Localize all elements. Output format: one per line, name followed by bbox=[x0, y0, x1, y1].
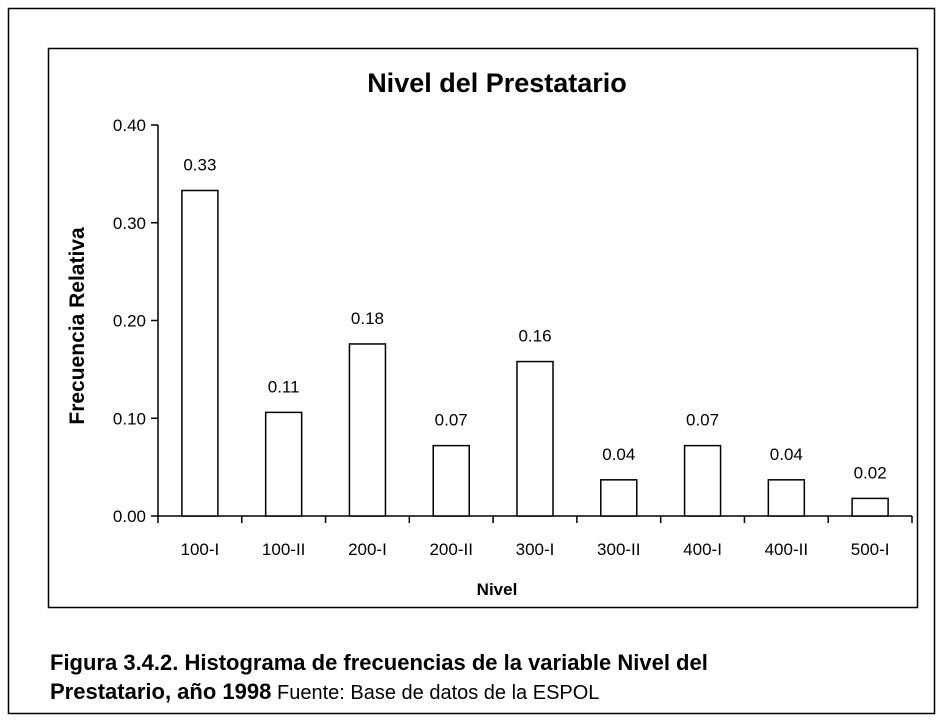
value-label: 0.04 bbox=[602, 445, 635, 464]
x-tick-label: 100-II bbox=[262, 540, 305, 559]
bar bbox=[348, 343, 387, 517]
value-label: 0.02 bbox=[854, 463, 887, 482]
source-note: Fuente: Base de datos de la ESPOL bbox=[277, 682, 599, 704]
bar bbox=[516, 360, 554, 517]
value-label: 0.07 bbox=[686, 411, 719, 430]
value-label: 0.18 bbox=[351, 309, 384, 328]
value-label: 0.33 bbox=[183, 155, 216, 174]
x-tick-label: 300-II bbox=[597, 540, 640, 559]
value-label: 0.04 bbox=[770, 445, 803, 464]
value-label: 0.07 bbox=[435, 411, 468, 430]
bar bbox=[432, 444, 470, 517]
x-tick-label: 400-II bbox=[765, 540, 808, 559]
bar bbox=[600, 479, 638, 517]
bar bbox=[767, 479, 806, 517]
x-tick-label: 100-I bbox=[181, 540, 220, 559]
x-axis-label: Nivel bbox=[477, 580, 518, 599]
bar bbox=[851, 497, 889, 517]
chart-frame bbox=[47, 47, 919, 609]
bar bbox=[683, 444, 722, 517]
bar bbox=[264, 411, 303, 517]
x-tick-label: 200-II bbox=[429, 540, 472, 559]
y-tick-label: 0.30 bbox=[113, 214, 146, 233]
y-tick-label: 0.20 bbox=[113, 312, 146, 331]
y-axis-label: Frecuencia Relativa bbox=[66, 227, 89, 425]
caption-line: Prestatario, año 1998 bbox=[50, 679, 271, 704]
y-tick-label: 0.10 bbox=[113, 409, 146, 428]
y-tick-label: 0.40 bbox=[113, 116, 146, 135]
y-tick-label: 0.00 bbox=[113, 507, 146, 526]
value-label: 0.11 bbox=[268, 377, 300, 396]
chart-title: Nivel del Prestatario bbox=[367, 68, 627, 98]
caption-line: Figura 3.4.2. Histograma de frecuencias … bbox=[50, 650, 708, 675]
x-tick-label: 400-I bbox=[683, 540, 722, 559]
value-label: 0.16 bbox=[518, 327, 551, 346]
x-tick-label: 200-I bbox=[348, 540, 387, 559]
bar bbox=[181, 189, 219, 517]
x-tick-label: 500-I bbox=[851, 540, 890, 559]
x-tick-label: 300-I bbox=[516, 540, 555, 559]
